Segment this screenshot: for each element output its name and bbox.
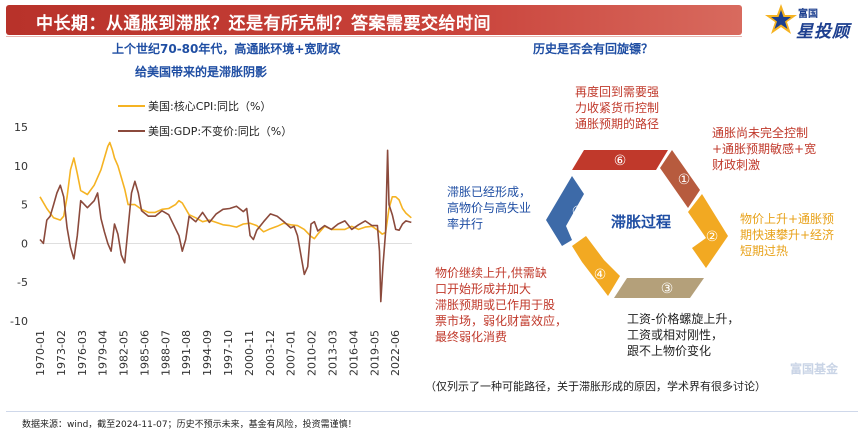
cycle-segment-3 bbox=[614, 278, 704, 298]
step-6-line-3: 通胀预期的路径 bbox=[575, 117, 660, 131]
x-tick-label: 1991-08 bbox=[180, 330, 193, 376]
step-1-text: 通胀尚未完全控制 +通胀预期敏感+宽 财政刺激 bbox=[712, 125, 816, 173]
cycle-segment-2 bbox=[688, 194, 728, 268]
step-6-line-1: 再度回到需要强 bbox=[575, 85, 660, 99]
step-5-line-3: 率并行 bbox=[447, 217, 484, 231]
y-tick-label: 15 bbox=[14, 121, 28, 134]
title-underline bbox=[6, 36, 742, 37]
step-3-line-1: 工资-价格螺旋上升， bbox=[627, 312, 740, 326]
cycle-center-label: 滞胀过程 bbox=[611, 213, 671, 231]
right-subtitle: 历史是否会有回旋镖？ bbox=[533, 42, 654, 56]
step-4-line-3: 滞胀预期或已作用于股 bbox=[435, 298, 556, 312]
logo-big-text: 星投顾 bbox=[796, 22, 850, 42]
brand-logo: 富国 星投顾 bbox=[764, 2, 860, 42]
step-4-text: 物价继续上升,供需缺 口开始形成并加大 滞胀预期或已作用于股 票市场，弱化财富效… bbox=[435, 265, 567, 345]
x-tick-label: 2013-03 bbox=[326, 330, 339, 376]
left-subtitle-2: 给美国带来的是滞胀阴影 bbox=[135, 65, 268, 79]
step-2-text: 物价上升+通胀预 期快速攀升+经济 短期过热 bbox=[740, 211, 834, 259]
cycle-segment-4 bbox=[572, 236, 620, 296]
cycle-num-5: ⑤ bbox=[572, 204, 585, 220]
gdp-series-line bbox=[39, 149, 412, 303]
x-tick-label: 2022-06 bbox=[389, 330, 402, 376]
y-tick-label: -5 bbox=[17, 276, 28, 289]
cycle-segment-5 bbox=[546, 176, 584, 246]
star-icon bbox=[765, 4, 797, 34]
x-tick-label: 2010-02 bbox=[306, 330, 319, 376]
chart-axes: 15 10 5 0 -5 -10 1970-01 1973-02 1976-03 1979-04 1… bbox=[10, 121, 412, 376]
y-tick-label: 10 bbox=[14, 160, 28, 173]
cycle-num-1: ① bbox=[678, 172, 691, 188]
footnote: （仅列示了一种可能路径，关于滞胀形成的原因，学术界有很多讨论） bbox=[425, 380, 766, 393]
cpi-series-line bbox=[39, 141, 412, 240]
legend-label-gdp: 美国:GDP:不变价:同比（%） bbox=[148, 124, 292, 138]
x-tick-label: 1985-06 bbox=[138, 330, 151, 376]
x-tick-label: 1973-02 bbox=[55, 330, 68, 376]
step-3-line-2: 工资或相对刚性， bbox=[627, 328, 724, 342]
x-tick-label: 1997-10 bbox=[222, 330, 235, 376]
cycle-segment-6 bbox=[572, 150, 668, 170]
step-5-text: 滞胀已经形成， 高物价与高失业 率并行 bbox=[447, 184, 531, 232]
x-tick-label: 1976-03 bbox=[76, 330, 89, 376]
x-tick-label: 1994-09 bbox=[201, 330, 214, 376]
y-tick-label: 5 bbox=[21, 199, 28, 212]
data-source: 数据来源：wind，截至2024-11-07；历史不预示未来，基金有风险，投资需… bbox=[22, 420, 357, 430]
left-subtitle-1: 上个世纪70-80年代，高通胀环境+宽财政 bbox=[112, 42, 341, 56]
step-1-line-3: 财政刺激 bbox=[712, 158, 761, 172]
step-4-line-5: 最终弱化消费 bbox=[435, 330, 508, 344]
step-1-line-2: +通胀预期敏感+宽 bbox=[712, 142, 817, 156]
step-2-line-2: 期快速攀升+经济 bbox=[740, 228, 835, 242]
x-tick-label: 2019-05 bbox=[368, 330, 381, 376]
step-2-line-3: 短期过热 bbox=[740, 244, 789, 258]
x-tick-label: 2003-12 bbox=[264, 330, 277, 376]
legend-label-cpi: 美国:核心CPI:同比（%） bbox=[148, 99, 271, 113]
logo-small-text: 富国 bbox=[798, 9, 818, 20]
x-tick-label: 1970-01 bbox=[34, 330, 47, 376]
x-tick-label: 2016-04 bbox=[347, 330, 360, 376]
cycle-num-2: ② bbox=[706, 229, 719, 245]
x-tick-label: 1979-04 bbox=[97, 330, 110, 376]
step-3-line-3: 跟不上物价变化 bbox=[627, 344, 712, 358]
cycle-segment-1 bbox=[660, 150, 700, 208]
step-3-text: 工资-价格螺旋上升， 工资或相对刚性， 跟不上物价变化 bbox=[627, 311, 739, 359]
page-title: 中长期：从通胀到滞胀？还是有所克制？答案需要交给时间 bbox=[36, 14, 491, 34]
chart-series bbox=[39, 141, 412, 303]
title-bar: 中长期：从通胀到滞胀？还是有所克制？答案需要交给时间 bbox=[6, 5, 742, 35]
bottom-divider bbox=[6, 411, 858, 412]
step-5-line-2: 高物价与高失业 bbox=[447, 201, 532, 215]
step-6-text: 再度回到需要强 力收紧货币控制 通胀预期的路径 bbox=[575, 84, 659, 132]
y-tick-label: 0 bbox=[21, 237, 28, 250]
cycle-num-4: ④ bbox=[594, 267, 607, 283]
step-4-line-4: 票市场，弱化财富效应， bbox=[435, 314, 568, 328]
chart-legend: 美国:核心CPI:同比（%） 美国:GDP:不变价:同比（%） bbox=[118, 99, 292, 138]
cycle-num-3: ③ bbox=[661, 281, 674, 297]
watermark: 富国基金 bbox=[790, 362, 839, 376]
step-4-line-2: 口开始形成并加大 bbox=[435, 282, 532, 296]
x-tick-label: 1982-05 bbox=[118, 330, 131, 376]
x-tick-label: 2000-11 bbox=[243, 330, 256, 376]
step-1-line-1: 通胀尚未完全控制 bbox=[712, 126, 809, 140]
y-tick-label: -10 bbox=[10, 315, 28, 328]
step-2-line-1: 物价上升+通胀预 bbox=[740, 212, 835, 226]
step-5-line-1: 滞胀已经形成， bbox=[447, 185, 532, 199]
x-tick-label: 2007-01 bbox=[285, 330, 298, 376]
x-tick-label: 1988-07 bbox=[159, 330, 172, 376]
cycle-num-6: ⑥ bbox=[614, 153, 627, 169]
step-4-line-1: 物价继续上升,供需缺 bbox=[435, 266, 547, 280]
step-6-line-2: 力收紧货币控制 bbox=[575, 101, 660, 115]
